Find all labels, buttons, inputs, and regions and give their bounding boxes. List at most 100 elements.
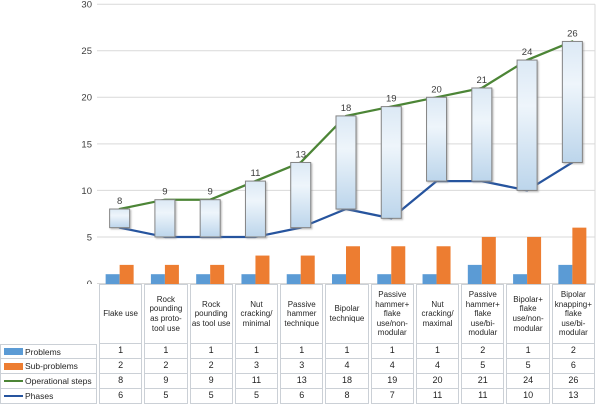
category-cell: Passive hammer+ flake use/non- modular xyxy=(370,284,414,344)
value-cell: 9 xyxy=(189,374,233,389)
floating-bar xyxy=(244,180,266,238)
bar-value-label: 9 xyxy=(162,187,167,198)
y-tick-label: 20 xyxy=(81,93,92,104)
category-cell: Rock pounding as tool use xyxy=(189,284,233,344)
problems-bar xyxy=(241,274,256,284)
value-cell: 5 xyxy=(144,389,188,404)
problems-bar xyxy=(467,264,482,284)
bar-value-label: 9 xyxy=(208,187,213,198)
value-cell: 6 xyxy=(280,389,324,404)
value-cell: 1 xyxy=(99,344,143,359)
legend-label: Problems xyxy=(25,346,61,357)
bar-value-label: 20 xyxy=(431,84,442,95)
sub-problems-bar xyxy=(436,246,451,284)
problems-bar xyxy=(105,274,120,284)
sub-problems-bar xyxy=(391,246,406,284)
value-cell: 19 xyxy=(370,374,414,389)
problems-bar xyxy=(286,274,301,284)
value-cell: 1 xyxy=(370,344,414,359)
problems-bar xyxy=(150,274,165,284)
value-cell: 20 xyxy=(415,374,460,389)
value-cell: 4 xyxy=(415,359,460,374)
value-cell: 3 xyxy=(234,359,279,374)
bar-value-label: 19 xyxy=(386,94,397,105)
value-cell: 1 xyxy=(325,344,369,359)
category-cell: Bipolar technique xyxy=(325,284,369,344)
phases-swatch xyxy=(4,394,23,398)
category-cell: Passive hammer technique xyxy=(280,284,324,344)
problems-bar xyxy=(377,274,392,284)
value-cell: 5 xyxy=(461,359,505,374)
value-cell: 1 xyxy=(506,344,550,359)
value-cell: 1 xyxy=(189,344,233,359)
bar-value-label: 13 xyxy=(295,149,306,160)
value-cell: 3 xyxy=(280,359,324,374)
legend-label: Operational steps xyxy=(25,376,92,386)
value-cell: 5 xyxy=(234,389,279,404)
legend-header-spacer xyxy=(0,284,97,344)
floating-bar xyxy=(109,208,131,229)
value-cell: 1 xyxy=(280,344,324,359)
sub-problems-bar xyxy=(119,264,134,284)
bar-value-label: 11 xyxy=(251,168,261,179)
floating-bar xyxy=(516,59,538,191)
value-cell: 6 xyxy=(99,389,143,404)
sub-problems-bar xyxy=(164,264,179,284)
value-cell: 5 xyxy=(506,359,550,374)
value-cell: 11 xyxy=(234,374,279,389)
bar-value-label: 26 xyxy=(567,28,578,39)
problems-bar xyxy=(422,274,437,284)
y-tick-label: 5 xyxy=(87,232,92,243)
value-cell: 7 xyxy=(370,389,414,404)
floating-bar xyxy=(154,199,176,238)
sub-problems-bar xyxy=(572,227,587,284)
legend-row-operational-steps: Operational steps xyxy=(0,374,97,389)
sub-problems-swatch xyxy=(4,362,23,370)
value-cell: 10 xyxy=(506,389,550,404)
legend-row-sub-problems: Sub-problems xyxy=(0,359,97,374)
category-cell: Nut cracking/ maximal xyxy=(415,284,460,344)
value-cell: 2 xyxy=(99,359,143,374)
data-table: Flake use Rock pounding as proto- tool us… xyxy=(0,284,595,404)
value-cell: 2 xyxy=(189,359,233,374)
sub-problems-bar xyxy=(210,264,225,284)
y-tick-label: 30 xyxy=(81,0,92,11)
problems-bar xyxy=(332,274,346,284)
legend-label: Phases xyxy=(25,391,54,401)
floating-bar xyxy=(335,115,357,210)
value-cell: 5 xyxy=(189,389,233,404)
problems-bar xyxy=(196,274,211,284)
floating-bar xyxy=(380,106,402,219)
legend-row-phases: Phases xyxy=(0,389,97,404)
sub-problems-bar xyxy=(481,236,496,284)
bar-value-label: 18 xyxy=(341,103,352,114)
value-cell: 8 xyxy=(325,389,369,404)
value-cell: 9 xyxy=(144,374,188,389)
problems-swatch xyxy=(4,348,23,355)
value-cell: 11 xyxy=(415,389,460,404)
problems-bar xyxy=(558,264,573,284)
bar-value-label: 8 xyxy=(117,196,122,207)
category-cell: Bipolar+ flake use/non- modular xyxy=(506,284,550,344)
value-cell: 2 xyxy=(551,344,595,359)
value-cell: 11 xyxy=(461,389,505,404)
value-cell: 1 xyxy=(234,344,279,359)
sub-problems-bar xyxy=(300,255,315,284)
value-cell: 1 xyxy=(144,344,188,359)
floating-bar xyxy=(426,96,448,182)
legend-label: Sub-problems xyxy=(25,361,78,371)
value-cell: 26 xyxy=(551,374,595,389)
y-tick-label: 15 xyxy=(81,139,92,150)
value-cell: 1 xyxy=(415,344,460,359)
floating-bar xyxy=(290,161,312,229)
value-cell: 8 xyxy=(99,374,143,389)
sub-problems-bar xyxy=(527,236,542,284)
value-cell: 24 xyxy=(506,374,550,389)
value-cell: 4 xyxy=(370,359,414,374)
combo-chart: 0510152025308991113181920212426 xyxy=(81,0,596,290)
value-cell: 2 xyxy=(461,344,505,359)
category-cell: Flake use xyxy=(99,284,143,344)
category-cell: Nut cracking/ minimal xyxy=(234,284,279,344)
value-cell: 6 xyxy=(551,359,595,374)
